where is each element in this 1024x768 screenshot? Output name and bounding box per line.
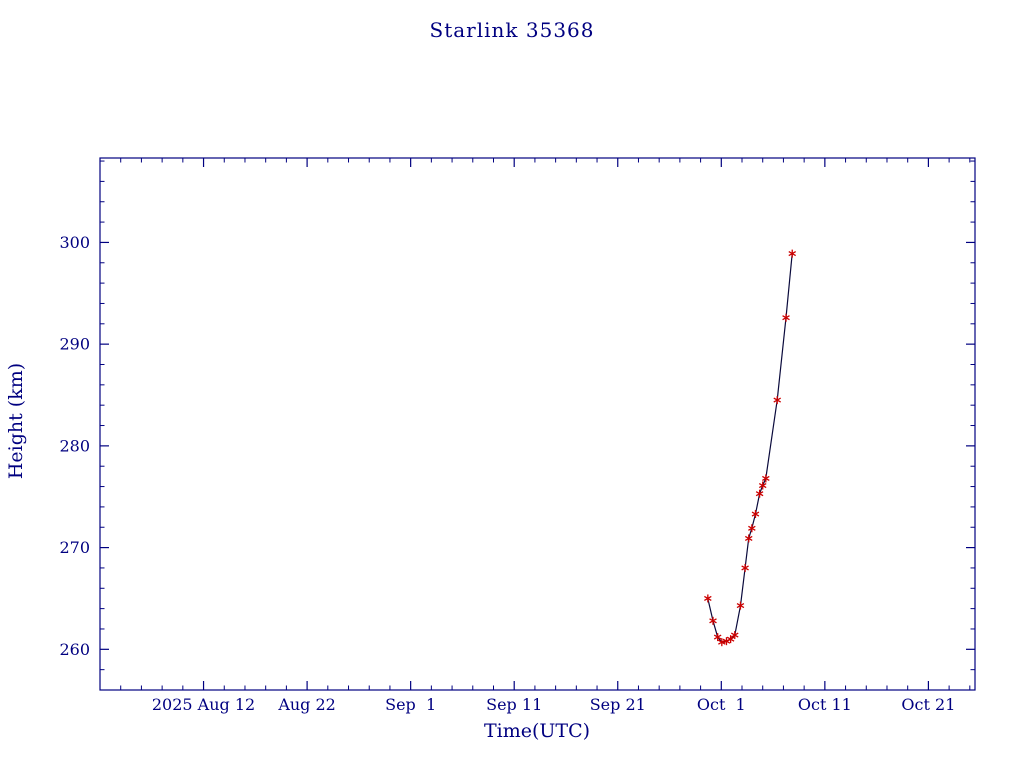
data-point-marker [704,595,712,602]
x-tick-label: 2025 Aug 12 [152,695,255,714]
x-tick-label: Oct 21 [901,695,955,714]
x-tick-label: Aug 22 [277,695,336,714]
data-point-marker [773,397,782,403]
data-point-marker [741,565,749,571]
data-point-marker [755,491,764,497]
data-point-marker [788,251,797,257]
data-point-marker [722,638,731,644]
data-point-marker [709,618,717,624]
data-point-marker [762,475,770,481]
data-point-marker [736,603,745,609]
data-point-marker [730,632,739,638]
x-tick-label: Oct 11 [798,695,852,714]
data-point-marker [726,636,735,642]
x-axis-label: Time(UTC) [483,720,591,742]
data-point-marker [758,482,767,489]
height-data-line [707,253,793,643]
chart-title: Starlink 35368 [429,18,595,42]
data-point-marker [718,639,726,645]
x-tick-label: Sep 1 [385,695,436,714]
data-point-marker [751,511,760,517]
data-point-marker [782,315,790,321]
x-tick-label: Sep 11 [486,695,542,714]
data-point-marker [748,525,756,531]
data-point-marker [744,535,753,541]
y-tick-label: 290 [59,335,90,354]
x-tick-label: Oct 1 [697,695,746,714]
plot-frame [99,157,976,691]
y-tick-label: 300 [59,233,90,252]
x-tick-label: Sep 21 [590,695,646,714]
y-tick-label: 270 [59,538,90,557]
data-point-marker [713,634,722,640]
y-tick-label: 280 [59,436,90,455]
y-tick-label: 260 [59,640,90,659]
